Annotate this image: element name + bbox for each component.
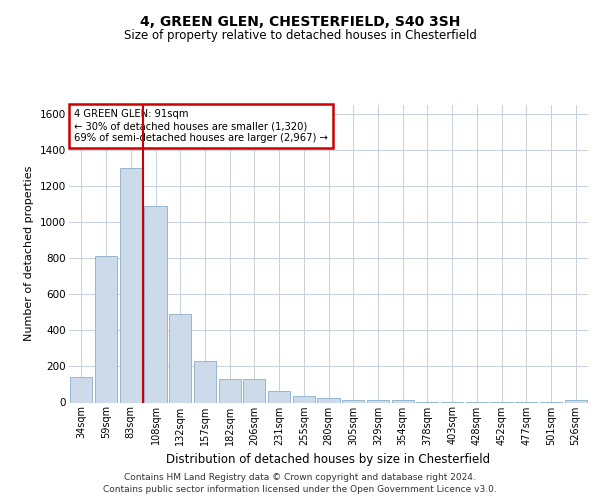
Bar (342, 400, 364, 402)
Text: Size of property relative to detached houses in Chesterfield: Size of property relative to detached ho… (124, 29, 476, 42)
Bar (70, 378, 92, 402)
Bar (565, 400, 587, 402)
Y-axis label: Number of detached properties: Number of detached properties (25, 166, 34, 342)
Bar (268, 391, 290, 402)
Bar (317, 398, 340, 402)
Bar (95, 256, 117, 402)
Text: Contains public sector information licensed under the Open Government Licence v3: Contains public sector information licen… (103, 485, 497, 494)
Bar (243, 379, 265, 402)
Bar (293, 396, 315, 402)
Bar (145, 206, 167, 402)
Text: 4, GREEN GLEN, CHESTERFIELD, S40 3SH: 4, GREEN GLEN, CHESTERFIELD, S40 3SH (140, 15, 460, 29)
Bar (218, 379, 241, 402)
Bar (392, 400, 414, 402)
Bar (194, 361, 216, 403)
X-axis label: Distribution of detached houses by size in Chesterfield: Distribution of detached houses by size … (166, 453, 491, 466)
Bar (119, 168, 142, 402)
Text: 4 GREEN GLEN: 91sqm
← 30% of detached houses are smaller (1,320)
69% of semi-det: 4 GREEN GLEN: 91sqm ← 30% of detached ho… (74, 110, 328, 142)
Bar (367, 400, 389, 402)
Text: Contains HM Land Registry data © Crown copyright and database right 2024.: Contains HM Land Registry data © Crown c… (124, 472, 476, 482)
Bar (169, 314, 191, 402)
